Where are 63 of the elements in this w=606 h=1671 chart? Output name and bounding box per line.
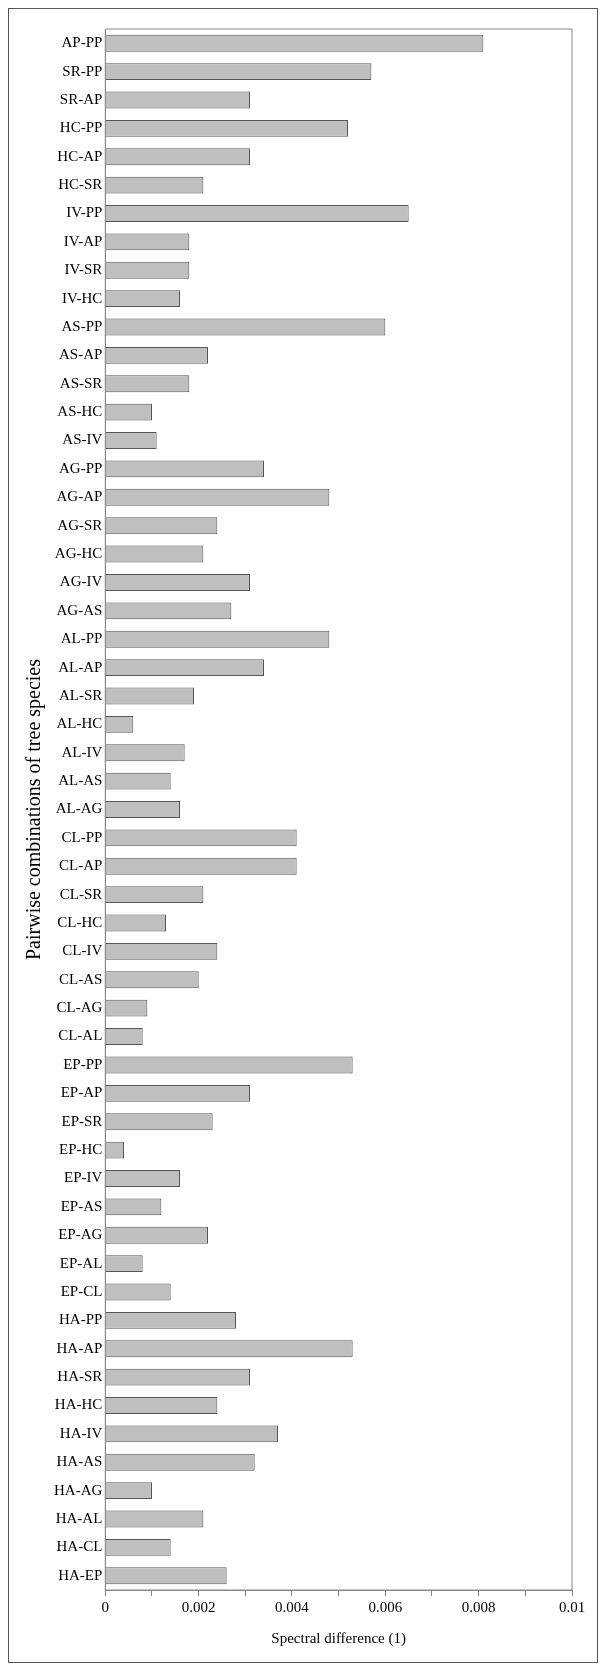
y-tick-label: AG-SR: [57, 516, 103, 533]
y-tick-label: EP-AS: [60, 1197, 103, 1214]
y-tick-label: HA-AS: [56, 1453, 103, 1470]
y-tick-label: HC-SR: [58, 176, 103, 193]
y-tick-label: HC-AP: [57, 147, 103, 164]
y-tick-label: HA-IV: [59, 1424, 103, 1441]
y-tick-label: HC-PP: [59, 119, 103, 136]
y-tick-label: CL-AS: [58, 970, 103, 987]
y-tick-label: AL-IV: [61, 743, 103, 760]
y-tick-label: AG-AP: [56, 488, 103, 505]
y-tick-label: AG-HC: [54, 545, 103, 561]
y-tick-label: EP-IV: [64, 1169, 103, 1186]
y-tick-label: EP-PP: [63, 1055, 103, 1072]
y-tick-label: AL-SR: [58, 686, 103, 703]
y-tick-label: AS-IV: [62, 431, 103, 448]
y-tick-label: AS-PP: [61, 317, 103, 334]
y-tick-label: AL-HC: [56, 715, 103, 732]
y-tick-label: IV-SR: [64, 261, 103, 278]
y-tick-label: EP-CL: [60, 1282, 103, 1299]
y-tick-label: IV-AP: [63, 232, 103, 249]
y-tick-label: AS-SR: [59, 374, 103, 391]
y-tick-label: AL-AS: [58, 772, 103, 789]
x-tick-label: 0.01: [558, 1598, 586, 1615]
y-tick-label: EP-AG: [58, 1226, 103, 1243]
y-tick-label: CL-PP: [61, 828, 103, 845]
y-tick-label: CL-IV: [62, 942, 103, 959]
x-tick-label: 0: [101, 1598, 110, 1615]
y-tick-label: AG-AS: [56, 601, 103, 618]
x-tick-label: 0.004: [275, 1598, 310, 1615]
y-tick-label: AL-PP: [60, 630, 103, 647]
y-tick-label: CL-AL: [58, 1027, 103, 1044]
y-tick-label: SR-PP: [62, 62, 103, 79]
y-tick-label: IV-PP: [66, 204, 103, 221]
y-tick-label: AP-PP: [61, 34, 103, 51]
y-tick-label: CL-SR: [59, 885, 103, 902]
y-tick-label: HA-EP: [58, 1566, 103, 1583]
x-tick-label: 0.006: [368, 1598, 403, 1615]
y-tick-label: SR-AP: [59, 90, 103, 107]
y-tick-label: HA-HC: [54, 1396, 103, 1413]
y-tick-label: HA-CL: [56, 1538, 103, 1555]
x-axis-title: Spectral difference (1): [271, 1629, 406, 1647]
y-tick-label: AL-AP: [58, 658, 103, 675]
y-tick-label: EP-SR: [61, 1112, 103, 1129]
y-tick-label: AG-IV: [59, 573, 103, 590]
y-tick-label: HA-PP: [58, 1311, 103, 1328]
y-tick-label: HA-AP: [56, 1339, 103, 1356]
y-tick-label: EP-HC: [58, 1141, 103, 1158]
y-tick-label: AS-AP: [58, 346, 103, 363]
y-tick-label: AL-AG: [55, 800, 103, 817]
y-tick-label: CL-AP: [58, 857, 103, 874]
y-tick-label: HA-SR: [57, 1368, 103, 1385]
y-tick-label: EP-AL: [59, 1254, 103, 1271]
y-tick-label: CL-AG: [56, 999, 103, 1016]
x-tick-label: 0.008: [461, 1598, 496, 1615]
y-tick-label: AS-HC: [57, 403, 103, 420]
y-tick-label: IV-HC: [62, 289, 103, 306]
y-tick-label: AG-PP: [58, 459, 103, 476]
y-tick-label: HA-AG: [54, 1481, 103, 1498]
x-tick-label: 0.002: [181, 1598, 216, 1615]
y-tick-label: CL-HC: [57, 913, 103, 930]
y-axis-title: Pairwise combinations of tree species: [22, 658, 46, 961]
y-tick-label: EP-AP: [60, 1084, 103, 1101]
y-tick-label: HA-AL: [55, 1509, 103, 1526]
